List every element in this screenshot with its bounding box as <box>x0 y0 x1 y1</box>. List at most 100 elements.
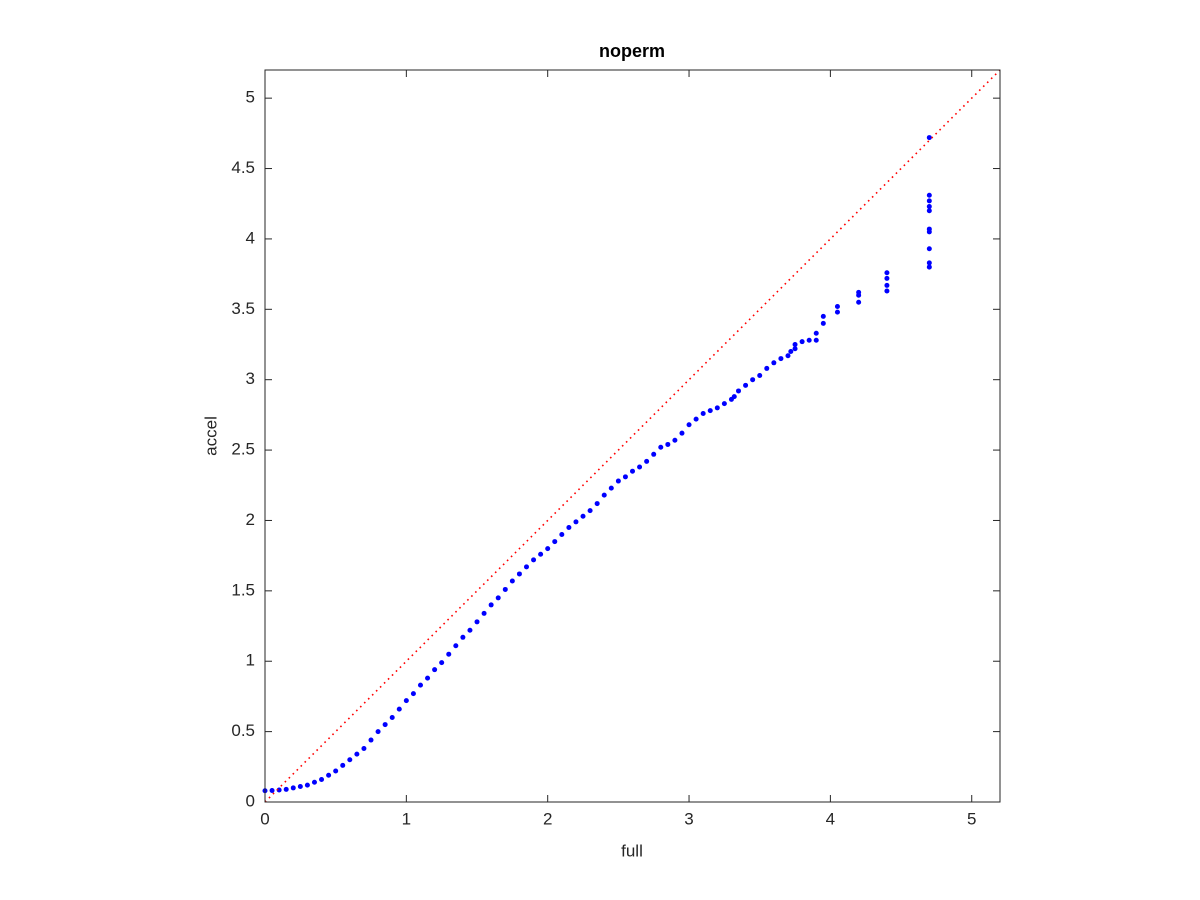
data-point <box>799 339 805 345</box>
data-point <box>736 388 742 394</box>
data-point <box>834 303 840 309</box>
data-point <box>559 532 565 538</box>
data-point <box>757 372 763 378</box>
data-point <box>276 787 282 793</box>
data-point <box>820 320 826 326</box>
data-point <box>813 337 819 343</box>
y-tick-label: 0 <box>246 791 255 810</box>
data-point <box>326 772 332 778</box>
data-point <box>679 430 685 436</box>
y-tick-label: 4 <box>246 228 255 247</box>
x-tick-label: 5 <box>967 809 976 828</box>
data-point <box>651 451 657 457</box>
y-tick-label: 2.5 <box>231 440 255 459</box>
data-point <box>926 264 932 270</box>
data-point <box>347 757 353 763</box>
data-point <box>467 627 473 633</box>
data-point <box>926 260 932 266</box>
data-point <box>644 458 650 464</box>
data-point <box>403 698 409 704</box>
data-point <box>926 204 932 210</box>
y-tick-label: 0.5 <box>231 721 255 740</box>
data-point <box>926 208 932 214</box>
data-point <box>516 571 522 577</box>
data-point <box>926 135 932 141</box>
data-point <box>926 198 932 204</box>
data-point <box>771 360 777 366</box>
y-tick-label: 1.5 <box>231 580 255 599</box>
data-point <box>721 401 727 407</box>
data-point <box>622 474 628 480</box>
data-point <box>792 346 798 352</box>
data-point <box>630 468 635 474</box>
data-point <box>509 578 515 584</box>
data-point <box>601 492 607 498</box>
data-point <box>615 478 621 484</box>
data-point <box>432 667 438 673</box>
y-axis-label: accel <box>201 416 220 456</box>
data-point <box>481 610 487 616</box>
data-point <box>778 356 784 362</box>
data-point <box>333 768 339 774</box>
data-point <box>813 330 819 336</box>
data-point <box>453 643 459 649</box>
data-point <box>594 501 600 507</box>
y-tick-label: 3 <box>246 369 255 388</box>
data-point <box>665 441 671 447</box>
data-point <box>269 787 275 793</box>
data-point <box>856 299 862 305</box>
data-point <box>531 557 537 563</box>
data-point <box>672 437 678 443</box>
data-point <box>523 564 529 570</box>
data-point <box>290 785 296 791</box>
data-point <box>884 282 890 288</box>
data-point <box>637 464 643 470</box>
y-tick-label: 1 <box>246 651 255 670</box>
data-point <box>884 288 890 294</box>
x-tick-label: 1 <box>402 809 411 828</box>
data-point <box>926 192 932 198</box>
data-point <box>439 660 445 666</box>
y-tick-label: 4.5 <box>231 158 255 177</box>
x-tick-label: 2 <box>543 809 552 828</box>
data-point <box>714 405 720 411</box>
data-point <box>693 416 699 422</box>
data-point <box>538 551 544 557</box>
data-point <box>425 675 431 681</box>
y-tick-label: 3.5 <box>231 299 255 318</box>
data-point <box>573 519 579 525</box>
chart-title: noperm <box>599 41 665 61</box>
x-tick-label: 3 <box>684 809 693 828</box>
data-point <box>502 586 508 592</box>
data-point <box>608 485 614 491</box>
data-point <box>417 682 423 688</box>
data-point <box>764 365 770 371</box>
data-point <box>552 539 558 545</box>
data-point <box>545 546 551 552</box>
x-tick-label: 0 <box>260 809 269 828</box>
data-point <box>410 691 416 697</box>
data-point <box>340 762 346 768</box>
data-point <box>297 784 303 790</box>
data-point <box>731 394 737 400</box>
data-point <box>361 746 367 752</box>
data-point <box>304 782 310 788</box>
data-point <box>389 715 395 721</box>
data-point <box>658 444 664 450</box>
data-point <box>788 349 794 355</box>
data-point <box>707 408 713 414</box>
data-point <box>926 246 932 252</box>
data-point <box>474 619 480 625</box>
data-point <box>792 342 798 347</box>
data-point <box>926 226 932 232</box>
data-point <box>375 729 381 735</box>
data-point <box>368 737 374 743</box>
data-point <box>884 270 890 276</box>
data-point <box>495 595 501 601</box>
data-point <box>311 779 317 785</box>
data-point <box>587 508 593 514</box>
data-point <box>856 289 862 295</box>
data-point <box>700 410 706 416</box>
